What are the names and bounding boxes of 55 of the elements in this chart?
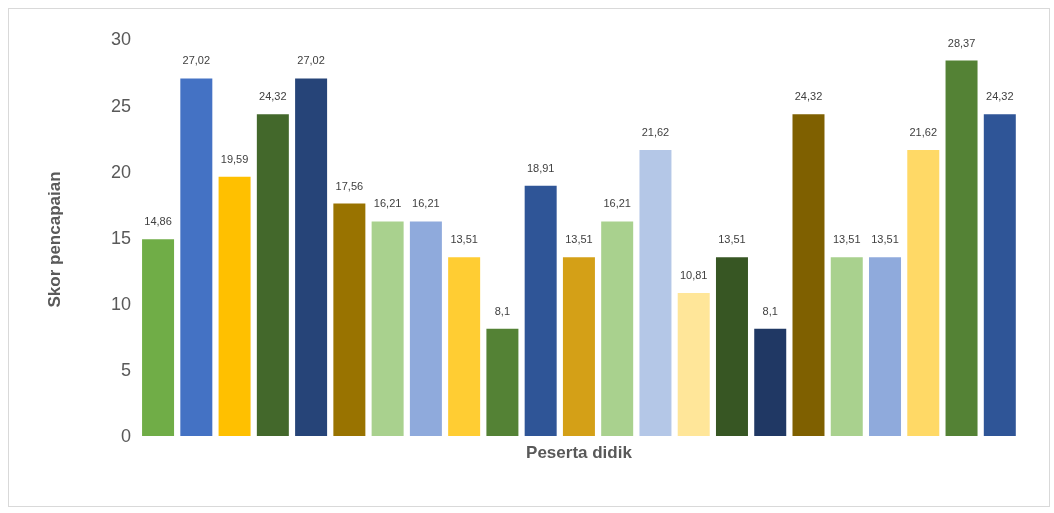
data-label: 13,51 (450, 233, 478, 246)
data-label: 27,02 (182, 54, 211, 67)
data-label: 28,37 (947, 36, 976, 49)
data-label: 13,51 (565, 233, 593, 246)
bar (256, 114, 289, 436)
data-label: 8,1 (494, 304, 511, 317)
bar (945, 60, 978, 436)
bar (448, 257, 481, 436)
data-label: 8,1 (762, 304, 778, 317)
data-label: 13,51 (832, 233, 861, 246)
data-label: 17,56 (335, 179, 364, 192)
bar (830, 257, 863, 436)
data-label: 16,21 (412, 197, 440, 210)
y-tick-label: 15 (110, 227, 131, 248)
bar (142, 239, 175, 436)
y-tick-label: 20 (110, 161, 131, 182)
bar (371, 221, 404, 436)
data-label: 16,21 (373, 197, 402, 210)
bar (677, 292, 710, 436)
bar (409, 221, 442, 436)
bar (486, 328, 519, 436)
data-label: 16,21 (603, 197, 631, 210)
bar (792, 114, 825, 436)
bar (180, 78, 213, 436)
bar (754, 328, 787, 436)
data-label: 24,32 (794, 90, 823, 103)
data-label: 19,59 (220, 152, 249, 165)
data-label: 27,02 (297, 54, 325, 67)
bar (601, 221, 634, 436)
bar (218, 176, 251, 436)
data-label: 21,62 (909, 125, 938, 138)
y-tick-label: 0 (120, 426, 131, 447)
bar (869, 257, 902, 436)
data-label: 18,91 (526, 161, 555, 174)
y-tick-label: 25 (110, 95, 131, 116)
y-axis-title: Skor pencapaian (45, 171, 65, 308)
data-label: 21,62 (641, 125, 670, 138)
data-label: 13,51 (718, 233, 746, 246)
data-label: 10,81 (679, 268, 708, 281)
y-tick-label: 30 (110, 29, 131, 50)
bar (524, 185, 557, 436)
y-tick-label: 10 (110, 294, 131, 315)
bar (639, 149, 672, 436)
data-label: 14,86 (144, 215, 172, 228)
data-label: 24,32 (259, 90, 287, 103)
x-axis-title: Peserta didik (526, 443, 633, 462)
bar (907, 149, 940, 436)
data-label: 13,51 (871, 233, 899, 246)
y-tick-label: 5 (120, 360, 131, 381)
bar (333, 203, 366, 436)
bar (295, 78, 328, 436)
bar (562, 257, 595, 436)
data-label: 24,32 (986, 90, 1014, 103)
bar (715, 257, 748, 436)
bar (983, 114, 1016, 436)
